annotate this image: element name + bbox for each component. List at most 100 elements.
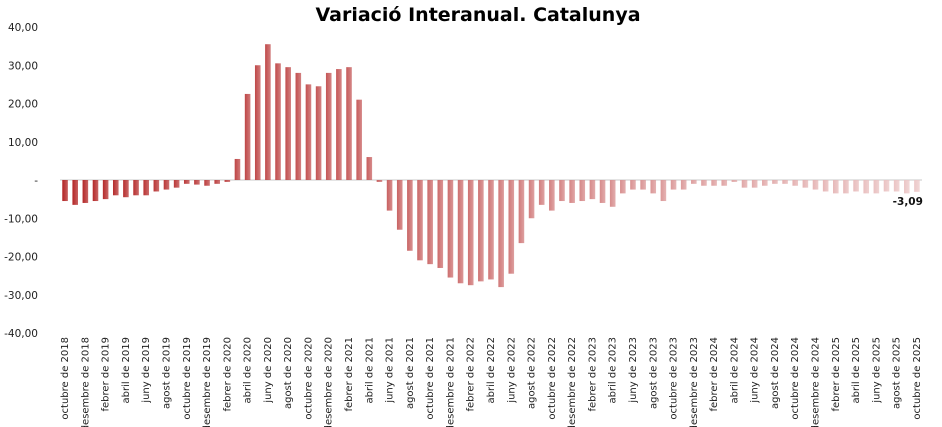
bar [214,180,220,184]
bar [407,180,413,251]
bar [579,180,586,202]
bar [762,180,768,186]
bar [275,63,281,180]
bar [457,180,464,284]
bar [467,180,474,286]
bar [721,180,728,186]
bar [478,180,484,282]
x-tick-label: desembre de 2020 [324,337,335,427]
x-tick-label: desembre de 2023 [689,337,700,427]
bar [356,99,362,180]
bar [528,180,535,219]
y-tick-label: - [34,175,38,187]
bar [265,44,271,181]
x-tick-label: desembre de 2024 [811,337,822,427]
bar [518,180,525,244]
bar [812,180,819,190]
x-tick-label: agost de 2025 [892,337,903,409]
x-tick-label: juny de 2022 [506,337,517,404]
bar [498,180,504,288]
bar [589,180,596,200]
x-tick-label: agost de 2020 [283,337,294,409]
bar [853,180,859,192]
bar [396,180,403,230]
x-tick-label: abril de 2020 [243,337,254,403]
bar [427,180,433,265]
x-tick-label: abril de 2022 [486,337,497,403]
bar [772,180,778,184]
bar [488,180,494,280]
x-tick-label: febrer de 2023 [587,337,598,411]
x-tick-label: octubre de 2019 [182,337,193,420]
x-tick-label: febrer de 2021 [344,337,355,411]
chart-title: Variació Interanual. Catalunya [315,4,640,26]
bar [183,180,190,184]
bar [224,180,231,182]
bar [234,158,241,180]
bar [620,180,626,194]
bar [366,157,373,180]
bar [133,180,139,196]
bar [609,180,616,207]
x-tick-label: abril de 2025 [851,337,862,403]
bar [82,180,89,203]
bar [630,180,636,190]
x-tick-label: febrer de 2022 [466,337,477,411]
bar [903,180,910,194]
bar [376,180,383,182]
bar [883,180,890,192]
x-tick-label: desembre de 2018 [80,337,91,427]
bar [569,180,575,203]
bar [873,180,880,194]
x-tick-label: octubre de 2020 [303,337,314,420]
y-tick-label: 30,00 [8,60,38,72]
x-tick-label: febrer de 2019 [101,337,112,411]
x-axis: octubre de 2018 desembre de 2018 febrer de… [60,337,923,427]
bar [72,180,79,205]
bar [62,180,68,202]
x-tick-label: febrer de 2020 [222,337,233,411]
data-label: -3,09 [893,196,923,208]
x-tick-label: juny de 2023 [628,337,639,404]
bar [792,180,799,186]
bar [559,180,565,202]
x-tick-label: octubre de 2021 [425,337,436,420]
bar [295,72,302,180]
x-tick-label: juny de 2025 [871,337,882,404]
y-tick-label: -30,00 [4,290,38,302]
x-tick-label: juny de 2024 [750,337,761,404]
x-tick-label: abril de 2021 [364,337,375,403]
bar [417,180,423,261]
bar [782,180,788,184]
bar [701,180,707,186]
bar [173,180,180,188]
bar [650,180,657,194]
bar [731,180,738,182]
bar [123,180,129,198]
x-tick-label: desembre de 2019 [202,337,213,427]
x-tick-label: agost de 2021 [405,337,416,409]
bar [346,67,352,180]
x-tick-label: juny de 2019 [141,337,152,404]
bar [305,84,312,180]
bar [244,93,251,180]
y-tick-label: -40,00 [4,328,38,340]
bar [691,180,697,184]
bar [285,67,291,180]
x-tick-label: octubre de 2023 [669,337,680,420]
bar [833,180,839,194]
x-tick-label: abril de 2024 [729,337,740,403]
x-tick-label: juny de 2021 [385,337,396,404]
y-tick-label: -10,00 [4,213,38,225]
bar [802,180,809,188]
bar [437,180,444,268]
bar [538,180,545,205]
bar [914,180,920,192]
bar [336,69,342,180]
x-tick-label: octubre de 2018 [60,337,71,420]
y-axis: 40,00 30,00 20,00 10,00 - -10,00 -20,00 -30,00 -… [4,22,38,340]
x-tick-label: febrer de 2025 [831,337,842,411]
bar [163,180,170,190]
y-tick-label: -20,00 [4,252,38,264]
